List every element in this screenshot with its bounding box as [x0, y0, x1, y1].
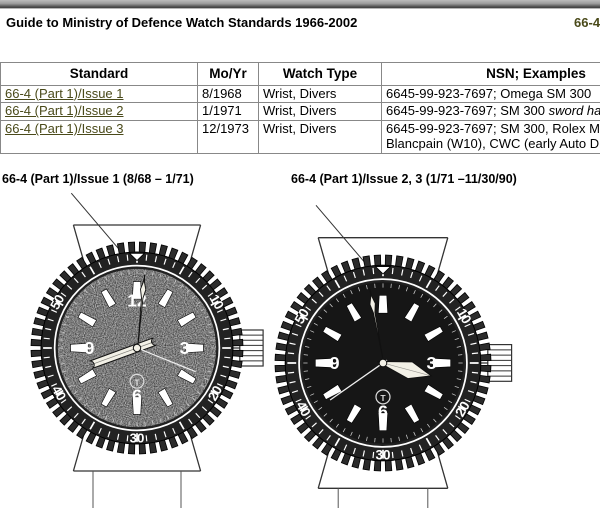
svg-text:9: 9: [330, 353, 340, 373]
svg-text:3: 3: [426, 353, 436, 373]
svg-text:3: 3: [180, 338, 190, 358]
svg-text:30: 30: [130, 431, 145, 446]
svg-text:T: T: [134, 377, 140, 387]
svg-text:9: 9: [85, 338, 95, 358]
svg-text:T: T: [380, 393, 386, 403]
svg-text:30: 30: [375, 447, 390, 462]
